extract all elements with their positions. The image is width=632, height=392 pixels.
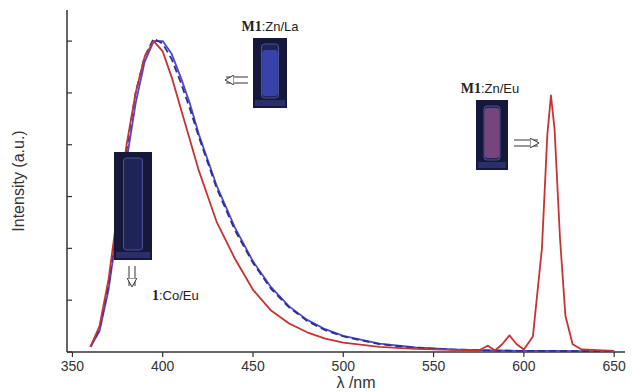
- x-tick-label: 650: [602, 358, 626, 374]
- arrow: [514, 140, 538, 147]
- x-tick: [614, 352, 615, 357]
- inset-photo: [253, 38, 287, 108]
- y-axis-label: Intensity (a.u.): [10, 130, 27, 231]
- chart: 350 400 450 500 550 600 650 λ /nm Intensity (a.u…: [0, 0, 632, 392]
- x-tick-label: 500: [332, 358, 356, 374]
- x-tick: [433, 352, 434, 357]
- series-line: [90, 39, 614, 352]
- y-tick: [67, 40, 72, 41]
- annotation: 1:Co/Eu: [152, 288, 199, 303]
- plot-area: [90, 39, 614, 352]
- y-tick: [67, 144, 72, 145]
- y-tick: [67, 351, 72, 352]
- arrow: [226, 78, 248, 83]
- annotation: M1:Zn/Eu: [461, 81, 520, 96]
- x-tick-label: 400: [151, 358, 175, 374]
- x-tick: [523, 352, 524, 357]
- x-tick-label: 450: [241, 358, 265, 374]
- x-tick: [72, 352, 73, 357]
- arrow: [226, 77, 248, 84]
- y-tick: [67, 92, 72, 93]
- y-tick: [67, 196, 72, 197]
- arrow: [130, 266, 135, 286]
- arrow: [514, 141, 538, 146]
- x-tick: [162, 352, 163, 357]
- arrow: [129, 266, 136, 286]
- x-tick-label: 550: [422, 358, 446, 374]
- x-tick-label: 350: [61, 358, 85, 374]
- series-line: [90, 41, 614, 351]
- x-tick: [343, 352, 344, 357]
- y-tick: [67, 248, 72, 249]
- x-tick-label: 600: [512, 358, 536, 374]
- x-axis-label: λ /nm: [336, 374, 375, 391]
- y-tick: [67, 300, 72, 301]
- series-line: [90, 41, 614, 351]
- inset-photo: [476, 100, 508, 170]
- x-tick: [252, 352, 253, 357]
- annotation: M1:Zn/La: [241, 19, 299, 34]
- inset-photo: [114, 152, 152, 260]
